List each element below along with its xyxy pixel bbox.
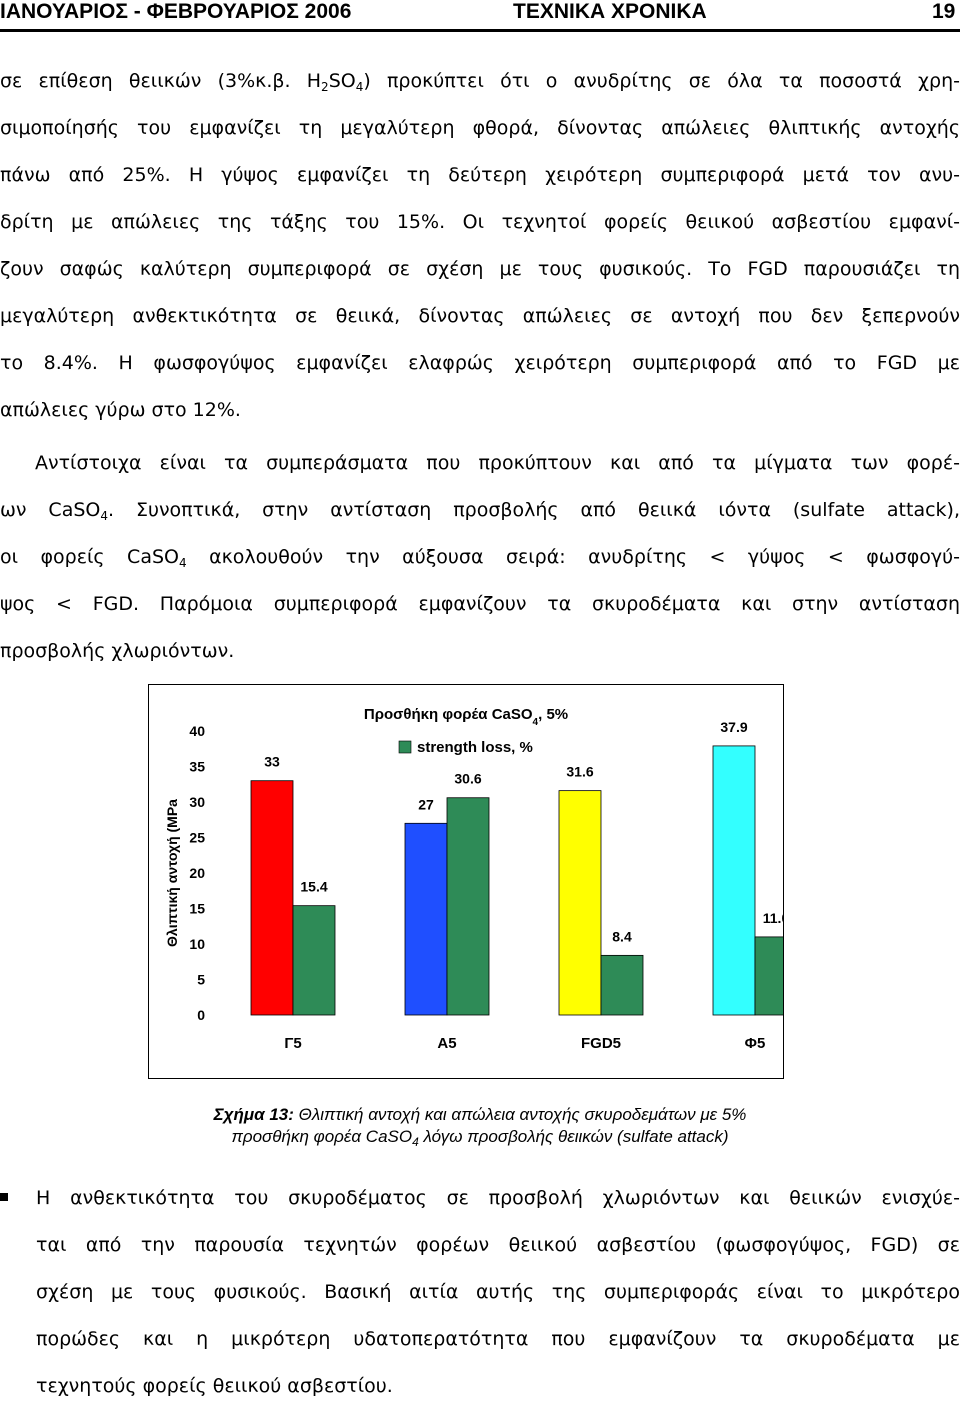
paragraph-conclusions: Αντίστοιχα είναι τα συμπεράσματα που προ… xyxy=(0,440,960,675)
text-line: σε επίθεση θειικών (3%κ.β. H2SO4) προκύπ… xyxy=(0,70,960,94)
text-line: πάνω από 25%. Η γύψος εμφανίζει τη δεύτε… xyxy=(0,164,960,186)
caption-line-2: προσθήκη φορέα CaSO4 λόγω προσβολής θειι… xyxy=(231,1127,729,1149)
text-line: Η ανθεκτικότητα του σκυροδέματος σε προσ… xyxy=(36,1187,960,1209)
paragraph-chloride-resistance: Η ανθεκτικότητα του σκυροδέματος σε προσ… xyxy=(36,1175,960,1410)
page-number: 19 xyxy=(932,0,956,23)
text-line: τεχνητούς φορείς θειικού ασβεστίου. xyxy=(36,1375,393,1397)
text-line: το 8.4%. Η φωσφογύψος εμφανίζει ελαφρώς … xyxy=(0,352,960,374)
text-line: ων CaSO4. Συνοπτικά, στην αντίσταση προσ… xyxy=(0,499,960,523)
text-line: ψος < FGD. Παρόμοια συμπεριφορά εμφανίζο… xyxy=(0,593,960,615)
bar-compressive-strength-1 xyxy=(250,780,294,1016)
y-tick-label: 40 xyxy=(189,723,205,739)
data-label-strength: 31.6 xyxy=(566,764,593,780)
text-line: σιμοποίησής του εμφανίζει τη μεγαλύτερη … xyxy=(0,117,960,139)
caption-line-1: Σχήμα 13: Θλιπτική αντοχή και απώλεια αν… xyxy=(213,1105,747,1124)
y-axis-ticks: 0 5 10 15 20 25 30 35 40 xyxy=(189,723,205,1023)
running-header: ΙΑΝΟΥΑΡΙΟΣ - ΦΕΒΡΟΥΑΡΙΟΣ 2006 ΤΕΧΝΙΚΑ ΧΡ… xyxy=(0,0,960,32)
text-line: ται από την παρουσία τεχνητών φορέων θει… xyxy=(36,1234,960,1256)
bar-compressive-strength-3 xyxy=(558,790,602,1016)
text-line: προσβολής χλωριόντων. xyxy=(0,640,235,662)
x-category-label: Α5 xyxy=(437,1035,456,1052)
header-journal-title: ΤΕΧΝΙΚΑ ΧΡΟΝΙΚΑ xyxy=(513,0,707,23)
y-tick-label: 15 xyxy=(189,901,205,917)
header-issue-date: ΙΑΝΟΥΑΡΙΟΣ - ΦΕΒΡΟΥΑΡΙΟΣ 2006 xyxy=(0,0,352,23)
y-axis-label: Θλιπτική αντοχή (MPa xyxy=(164,799,180,947)
figure-caption: Σχήμα 13: Θλιπτική αντοχή και απώλεια αν… xyxy=(0,1104,960,1148)
bar-compressive-strength-2 xyxy=(404,822,448,1016)
bar-strength-loss-1 xyxy=(292,905,336,1016)
legend-label-strength-loss: strength loss, % xyxy=(417,739,533,756)
y-tick-label: 30 xyxy=(189,794,205,810)
legend-swatch-strength-loss xyxy=(398,740,412,754)
x-axis-labels: Γ5 Α5 FGD5 Φ5 xyxy=(284,1035,765,1052)
data-label-loss: 30.6 xyxy=(454,771,481,787)
data-label-loss: 11.0 xyxy=(763,910,783,926)
bullet-marker xyxy=(0,1193,8,1201)
text-line: πορώδες και η μικρότερη υδατοπερατότητα … xyxy=(36,1328,960,1350)
data-label-loss: 15.4 xyxy=(300,879,327,895)
y-tick-label: 5 xyxy=(197,972,205,988)
caption-label: Σχήμα 13: xyxy=(213,1105,294,1124)
text-line: οι φορείς CaSO4 ακολουθούν την αύξουσα σ… xyxy=(0,546,960,570)
bar-strength-loss-4 xyxy=(754,936,798,1016)
header-rule xyxy=(0,29,960,32)
x-category-label: Φ5 xyxy=(745,1035,766,1052)
bar-compressive-strength-4 xyxy=(712,745,756,1016)
figure-13-chart: Προσθήκη φορέα CaSO4, 5% Θλιπτική αντοχή… xyxy=(148,684,798,1079)
bar-chart-svg: Προσθήκη φορέα CaSO4, 5% Θλιπτική αντοχή… xyxy=(164,706,798,1052)
data-label-strength: 27 xyxy=(418,796,434,812)
data-label-strength: 37.9 xyxy=(720,719,747,735)
chart-title: Προσθήκη φορέα CaSO4, 5% xyxy=(364,706,568,728)
x-category-label: FGD5 xyxy=(581,1035,621,1052)
data-label-loss: 8.4 xyxy=(612,928,632,944)
x-category-label: Γ5 xyxy=(284,1035,301,1052)
bar-strength-loss-3 xyxy=(600,954,644,1016)
bars-group: 33 15.4 27 30.6 31.6 8.4 37.9 11.0 xyxy=(250,719,798,1016)
y-tick-label: 35 xyxy=(189,759,205,775)
y-tick-label: 0 xyxy=(197,1007,205,1023)
text-line: απώλειες γύρω στο 12%. xyxy=(0,399,241,421)
text-line: σχέση με τους φυσικούς. Βασική αιτία αυτ… xyxy=(36,1281,960,1303)
y-tick-label: 20 xyxy=(189,865,205,881)
text-line: δρίτη με απώλειες της τάξης του 15%. Οι … xyxy=(0,211,960,233)
y-tick-label: 25 xyxy=(189,830,205,846)
bar-strength-loss-2 xyxy=(446,797,490,1016)
text-line: ζουν σαφώς καλύτερη συμπεριφορά σε σχέση… xyxy=(0,258,960,280)
text-line: μεγαλύτερη ανθεκτικότητα σε θειικά, δίνο… xyxy=(0,305,960,327)
paragraph-results-sulfate: σε επίθεση θειικών (3%κ.β. H2SO4) προκύπ… xyxy=(0,58,960,434)
data-label-strength: 33 xyxy=(264,754,280,770)
text-line: Αντίστοιχα είναι τα συμπεράσματα που προ… xyxy=(35,452,960,474)
y-tick-label: 10 xyxy=(189,936,205,952)
